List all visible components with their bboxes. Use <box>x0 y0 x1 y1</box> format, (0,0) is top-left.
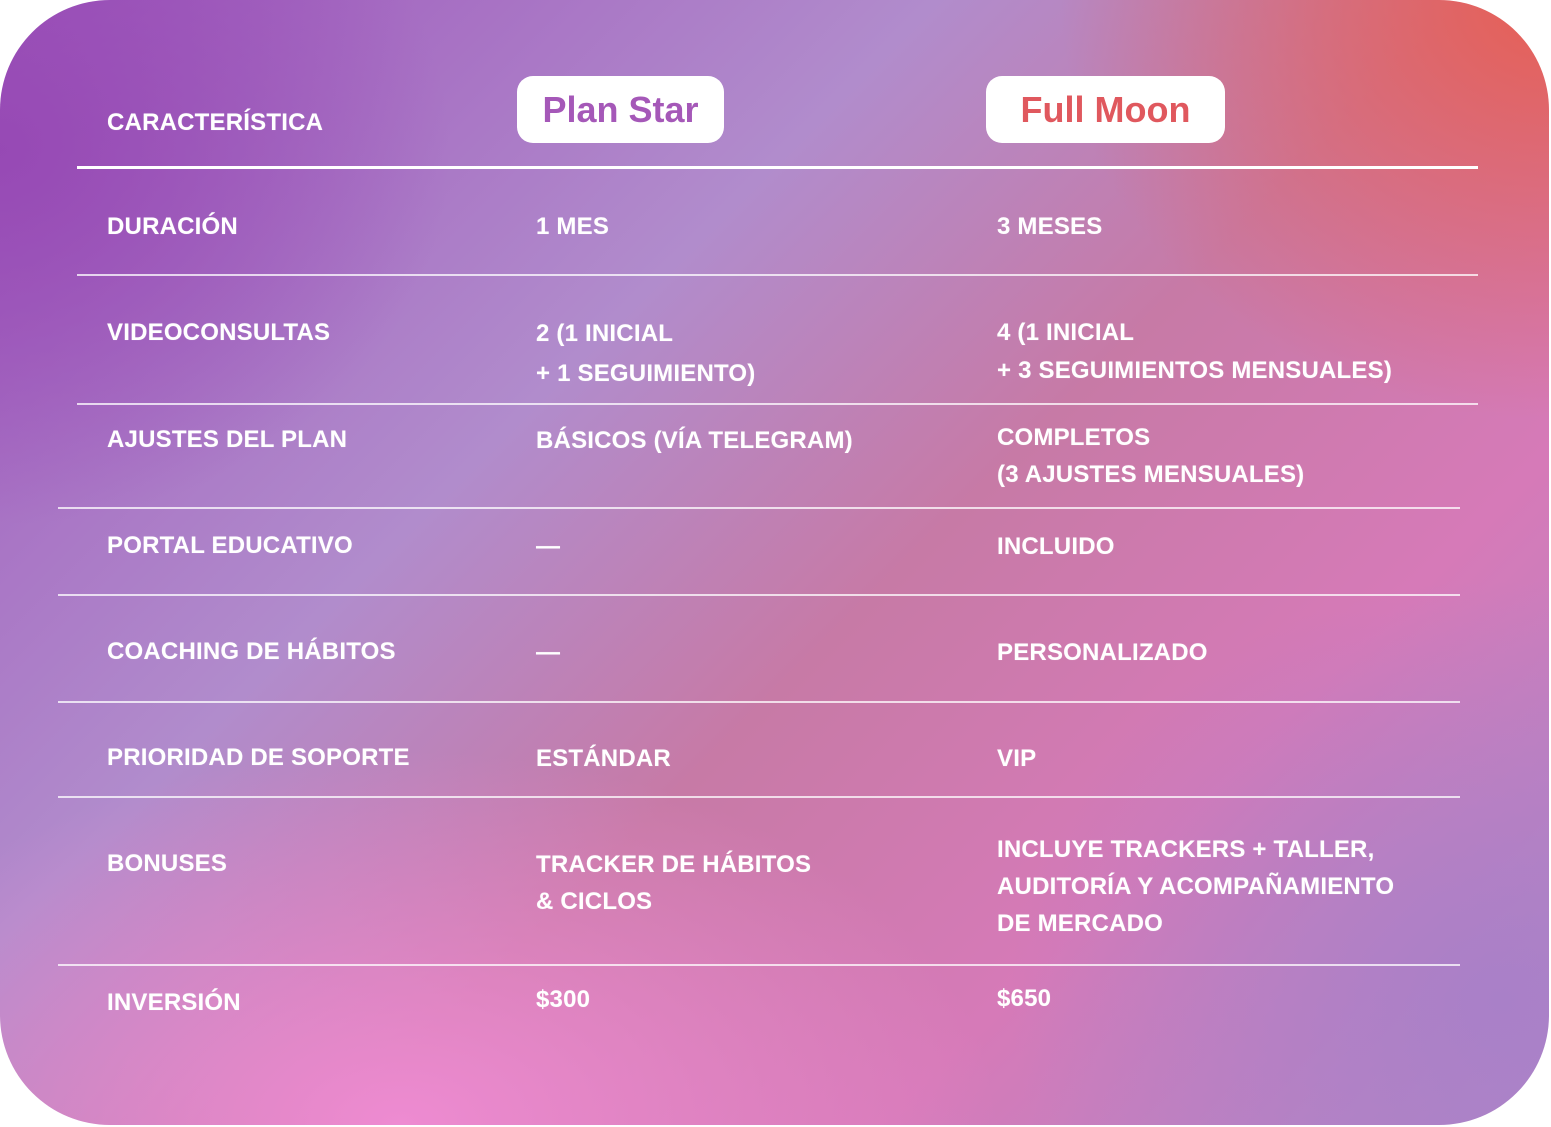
feature-bonuses: BONUSES <box>107 850 228 877</box>
feature-portal: PORTAL EDUCATIVO <box>107 532 353 559</box>
feature-inversion: INVERSIÓN <box>107 989 241 1016</box>
moon-ajustes: COMPLETOS (3 AJUSTES MENSUALES) <box>997 424 1305 488</box>
star-bonuses: TRACKER DE HÁBITOS & CICLOS <box>536 851 812 915</box>
star-coaching: — <box>536 639 561 666</box>
moon-soporte: VIP <box>997 745 1037 772</box>
moon-portal: INCLUIDO <box>997 533 1115 560</box>
star-price: $300 <box>536 986 591 1013</box>
star-portal: — <box>536 533 561 560</box>
moon-videoconsultas: 4 (1 INICIAL + 3 SEGUIMIENTOS MENSUALES) <box>997 319 1393 384</box>
moon-coaching: PERSONALIZADO <box>997 639 1208 666</box>
header-divider <box>77 166 1478 169</box>
full-moon-badge: Full Moon <box>986 76 1225 143</box>
feature-soporte: PRIORIDAD DE SOPORTE <box>107 744 410 771</box>
row-divider <box>77 274 1478 276</box>
row-divider <box>58 594 1460 596</box>
row-divider <box>58 701 1460 703</box>
plan-star-badge: Plan Star <box>517 76 724 143</box>
moon-price: $650 <box>997 985 1052 1012</box>
feature-videoconsultas: VIDEOCONSULTAS <box>107 319 331 346</box>
star-ajustes: BÁSICOS (VÍA TELEGRAM) <box>536 427 853 454</box>
star-duracion: 1 MES <box>536 213 610 240</box>
feature-ajustes: AJUSTES DEL PLAN <box>107 426 348 453</box>
star-soporte: ESTÁNDAR <box>536 745 671 772</box>
moon-duracion: 3 MESES <box>997 213 1103 240</box>
star-videoconsultas: 2 (1 INICIAL + 1 SEGUIMIENTO) <box>536 320 756 387</box>
feature-column-header: CARACTERÍSTICA <box>107 109 324 136</box>
row-divider <box>58 796 1460 798</box>
row-divider <box>58 964 1460 966</box>
moon-bonuses: INCLUYE TRACKERS + TALLER, AUDITORÍA Y A… <box>997 836 1395 937</box>
feature-coaching: COACHING DE HÁBITOS <box>107 638 396 665</box>
row-divider <box>58 507 1460 509</box>
feature-duracion: DURACIÓN <box>107 213 238 240</box>
row-divider <box>77 403 1478 405</box>
